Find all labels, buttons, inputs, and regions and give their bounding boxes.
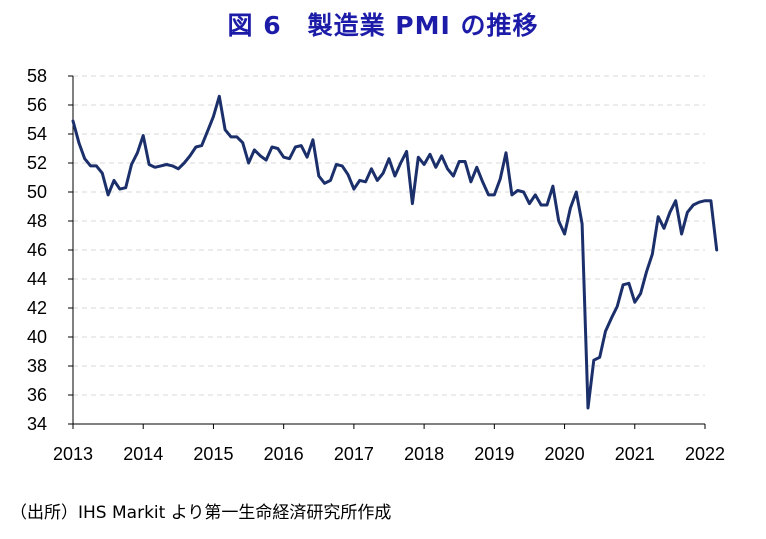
y-tick-label: 38 — [27, 356, 47, 376]
y-tick-label: 44 — [27, 269, 47, 289]
axes — [68, 75, 706, 429]
x-tick-label: 2014 — [123, 444, 163, 464]
x-tick-label: 2016 — [264, 444, 304, 464]
x-tick-label: 2018 — [404, 444, 444, 464]
x-tick-label: 2020 — [545, 444, 585, 464]
x-tick-label: 2015 — [193, 444, 233, 464]
source-note: （出所）IHS Markit より第一生命経済研究所作成 — [10, 503, 392, 523]
y-tick-label: 46 — [27, 240, 47, 260]
y-tick-label: 48 — [27, 211, 47, 231]
y-tick-labels: 58 56 54 52 50 48 46 44 42 40 38 36 34 — [27, 66, 47, 434]
y-tick-label: 42 — [27, 298, 47, 318]
x-tick-label: 2021 — [615, 444, 655, 464]
x-tick-label: 2019 — [474, 444, 514, 464]
x-tick-label: 2013 — [53, 444, 93, 464]
x-tick-label: 2017 — [334, 444, 374, 464]
gridlines — [73, 75, 705, 396]
y-tick-label: 40 — [27, 327, 47, 347]
series-line-pmi — [71, 94, 719, 410]
y-tick-label: 56 — [27, 95, 47, 115]
x-tick-label: 2022 — [685, 444, 725, 464]
series — [71, 94, 719, 410]
y-tick-label: 58 — [27, 66, 47, 86]
y-tick-label: 54 — [27, 124, 47, 144]
y-tick-label: 34 — [27, 414, 47, 434]
y-tick-label: 36 — [27, 385, 47, 405]
x-tick-labels: 2013 2014 2015 2016 2017 2018 2019 2020 2021 2022 — [53, 444, 725, 464]
y-tick-label: 52 — [27, 153, 47, 173]
chart-title: 図 6 製造業 PMI の推移 — [227, 11, 539, 40]
y-tick-label: 50 — [27, 182, 47, 202]
